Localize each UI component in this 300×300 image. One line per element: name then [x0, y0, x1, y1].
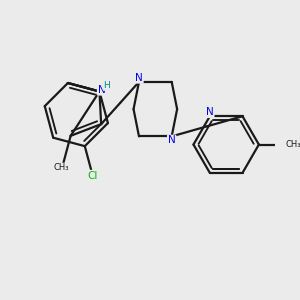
- Text: Cl: Cl: [88, 171, 98, 181]
- Text: CH₃: CH₃: [285, 140, 300, 149]
- Text: N: N: [98, 85, 105, 95]
- Text: N: N: [206, 107, 214, 117]
- Text: N: N: [135, 73, 143, 83]
- Text: H: H: [103, 81, 110, 90]
- Text: N: N: [168, 136, 176, 146]
- Text: CH₃: CH₃: [54, 164, 69, 172]
